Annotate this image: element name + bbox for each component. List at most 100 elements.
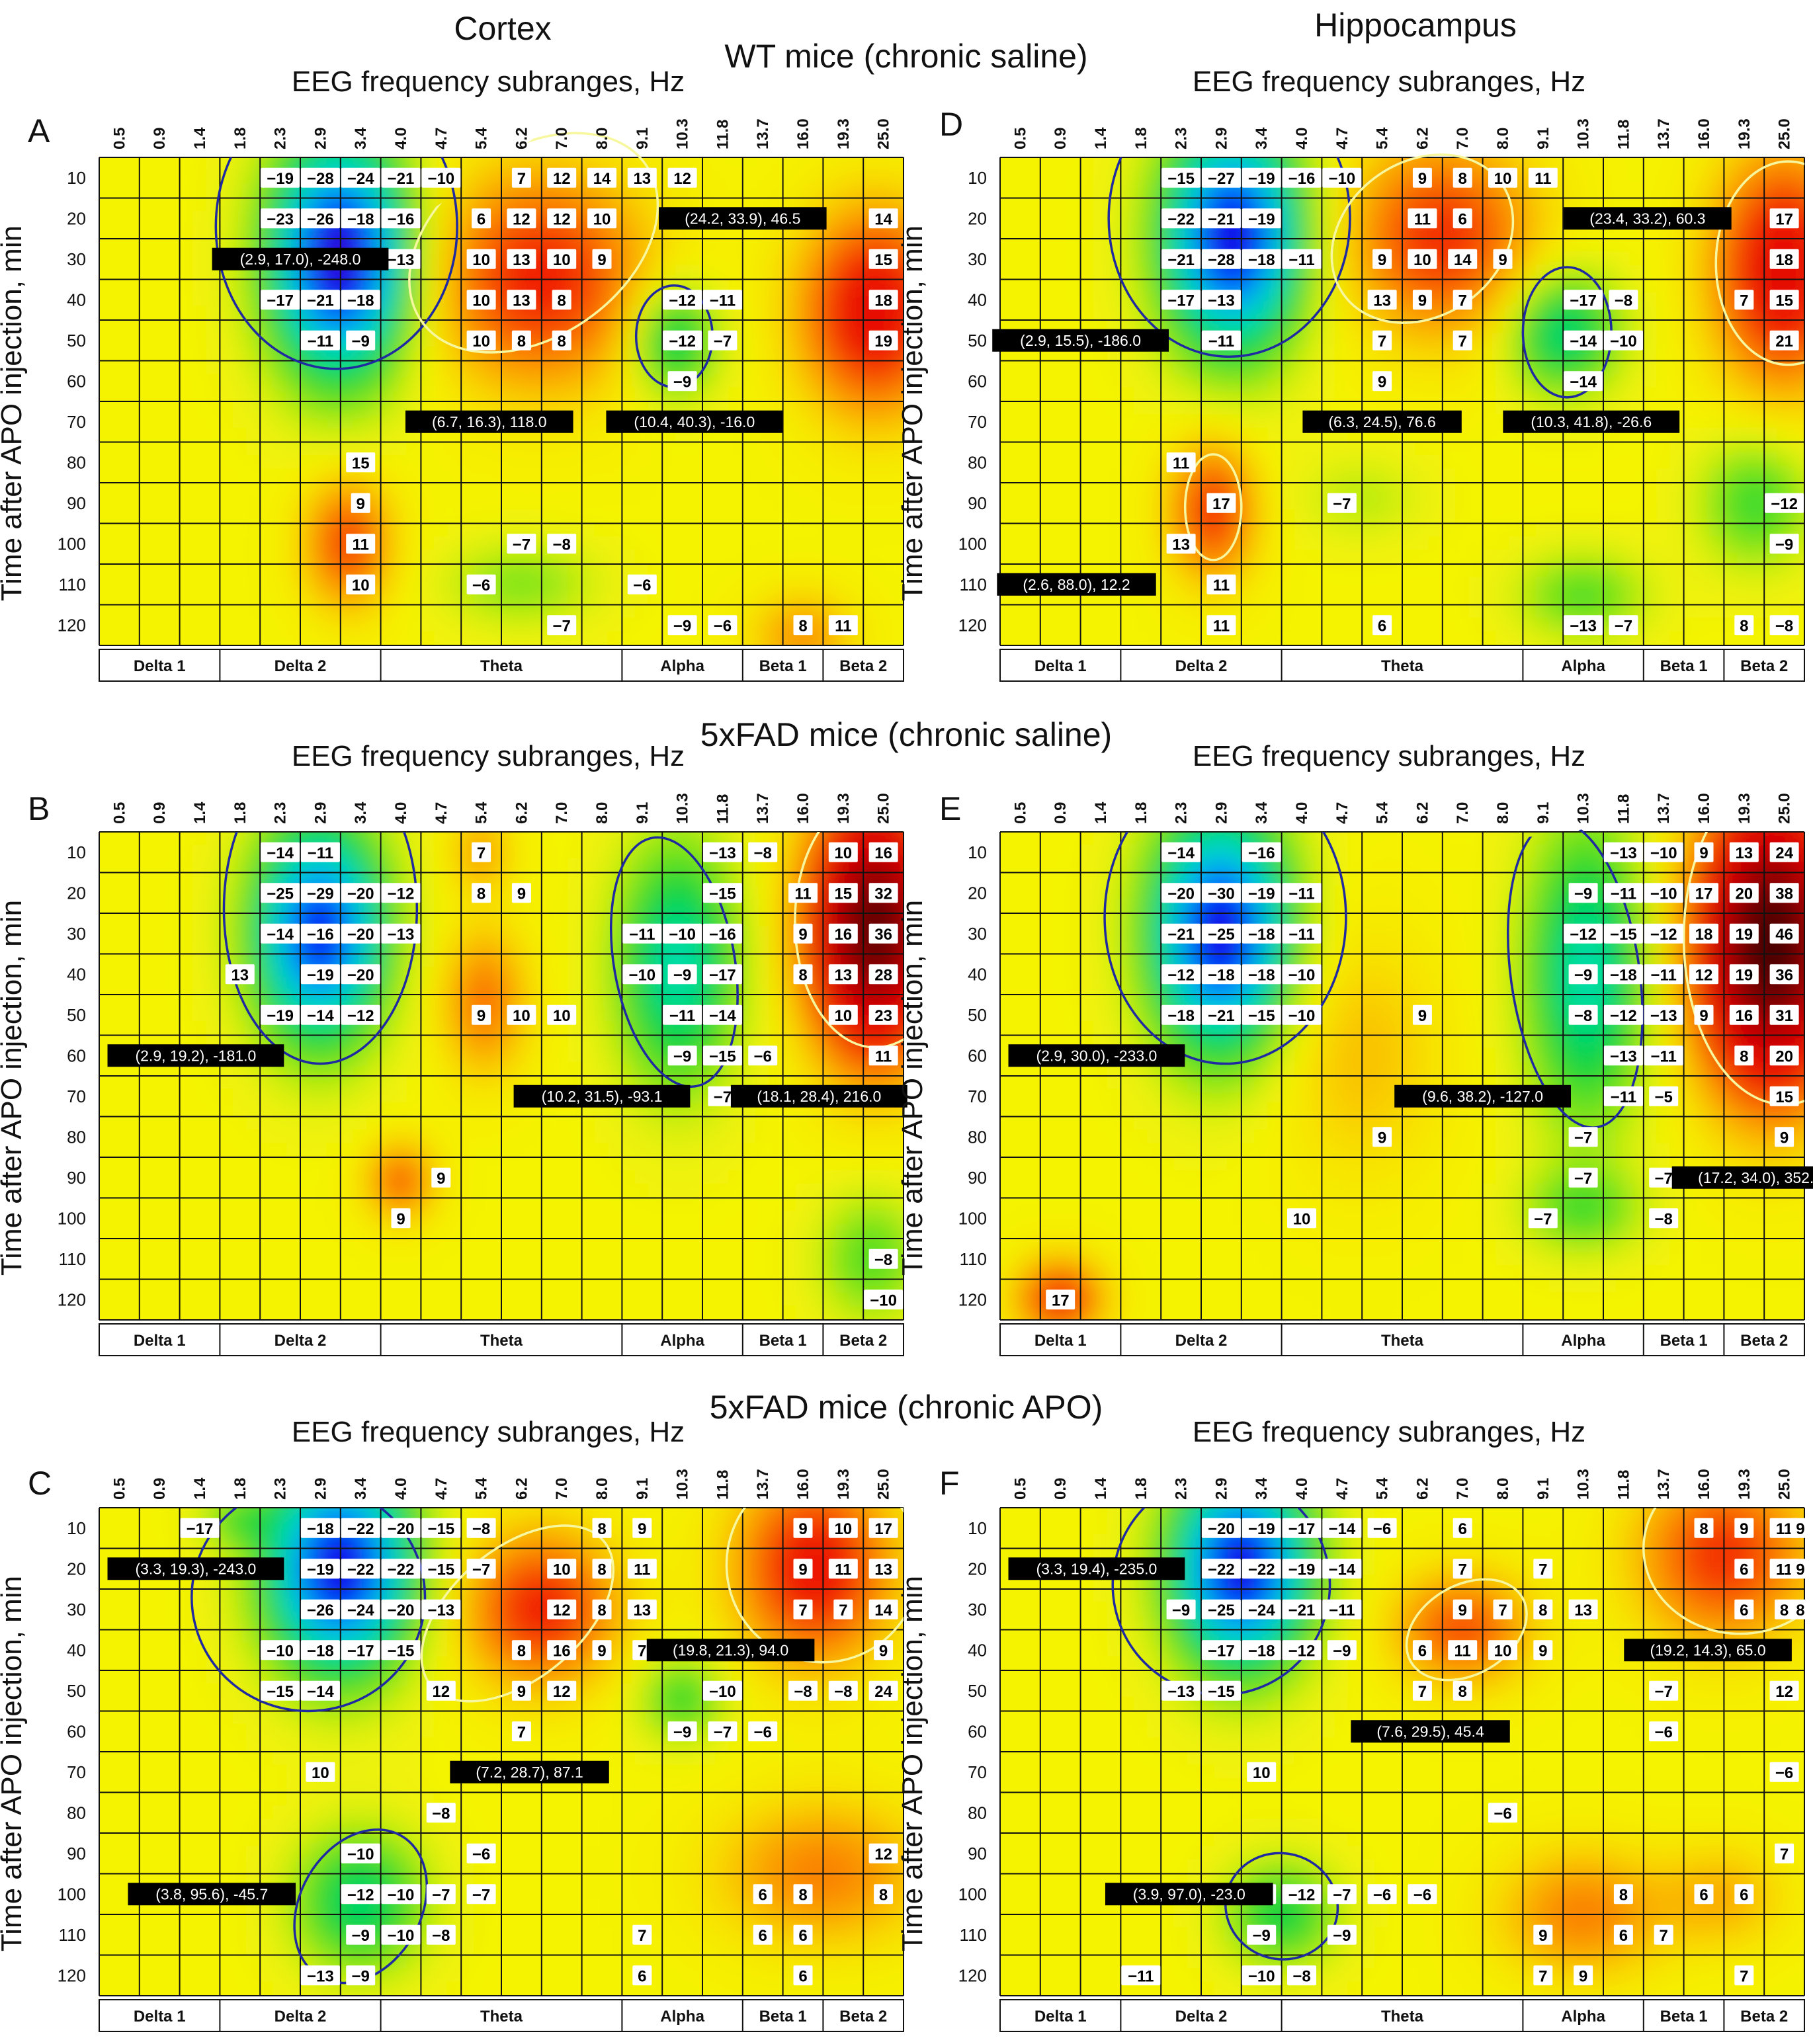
heat-cell [1509,496,1523,511]
heat-cell [1093,388,1108,403]
heat-cell [1321,211,1335,226]
heat-cell [1683,563,1698,579]
heat-cell [782,536,797,552]
heat-cell [179,455,194,470]
heat-cell [1294,333,1309,348]
heat-cell [1093,306,1108,321]
heat-cell [1643,279,1658,294]
heat-cell [1669,157,1684,172]
heat-cell [782,252,797,267]
heat-cell [1415,388,1429,403]
heat-cell [554,563,569,579]
heat-cell [474,469,488,484]
x-tick-label: 4.0 [392,128,410,149]
y-tick-label: 20 [67,208,86,228]
heat-cell [1683,415,1698,430]
heat-cell [675,509,689,524]
heat-cell [1281,319,1296,335]
cell-value: −21 [388,170,415,188]
heat-cell [259,360,274,376]
heat-cell [648,523,663,538]
heat-cell [112,523,126,538]
heat-cell [1040,496,1054,511]
heat-cell [1536,563,1550,579]
heat-cell [1496,388,1510,403]
heat-cell [233,279,247,294]
heat-cell [1228,401,1242,416]
heat-cell [487,604,502,620]
heat-cell [528,509,542,524]
heat-cell [1040,292,1054,307]
heat-cell [112,455,126,470]
heat-cell [85,252,100,267]
heat-cell [876,171,890,186]
heat-cell [849,225,864,240]
heat-cell [1267,563,1282,579]
cell-value: −28 [307,170,334,188]
heat-cell [1335,198,1349,213]
heat-cell [447,306,462,321]
heat-cell [394,632,408,647]
heat-cell [206,225,220,240]
heat-cell [1536,388,1550,403]
heat-cell [420,388,435,403]
heat-cell [1562,577,1577,593]
heat-cell [1536,442,1550,457]
heat-cell [1120,469,1134,484]
heat-cell [1321,536,1335,552]
heat-cell [1053,455,1068,470]
cell-value: 12 [553,210,571,228]
heat-cell [259,374,274,389]
heat-cell [621,604,636,620]
heat-cell [1120,523,1134,538]
heat-cell [394,604,408,620]
heat-cell [1374,563,1389,579]
heat-cell [1093,632,1108,647]
heat-cell [233,333,247,348]
heat-cell [809,509,823,524]
heat-cell [1429,469,1443,484]
heat-cell [1107,632,1121,647]
heat-cell [233,523,247,538]
heat-cell [1361,442,1376,457]
x-tick-label: 2.9 [312,128,329,149]
heat-cell [1267,550,1282,565]
heat-cell [972,143,987,159]
heat-cell [1120,482,1134,497]
heat-cell [1348,604,1363,620]
heat-cell [809,238,823,253]
heat-cell [300,388,314,403]
heat-cell [434,550,448,565]
heat-cell [420,469,435,484]
heat-cell [849,279,864,294]
heat-cell [1308,455,1322,470]
heat-cell [876,577,890,593]
heat-cell [1053,171,1068,186]
heat-cell [1254,632,1269,647]
heat-cell [796,509,810,524]
heat-cell [246,563,261,579]
heat-cell [1308,374,1322,389]
heat-cell [152,184,167,199]
heat-cell [1294,618,1309,633]
heat-cell [1536,618,1550,633]
heat-cell [715,184,730,199]
heat-cell [742,618,757,633]
heat-cell [581,415,596,430]
heat-cell [1442,536,1456,552]
heat-cell [126,563,140,579]
heat-cell [1241,279,1255,294]
heat-cell [635,509,650,524]
heat-cell [1388,211,1403,226]
heat-cell [139,333,153,348]
heat-cell [1522,618,1537,633]
heat-cell [1468,469,1483,484]
heat-cell [112,563,126,579]
heat-cell [1669,388,1684,403]
heat-cell [1589,563,1604,579]
heat-cell [755,591,770,606]
heat-cell [999,604,1014,620]
heat-cell [246,428,261,443]
heat-cell [474,604,488,620]
